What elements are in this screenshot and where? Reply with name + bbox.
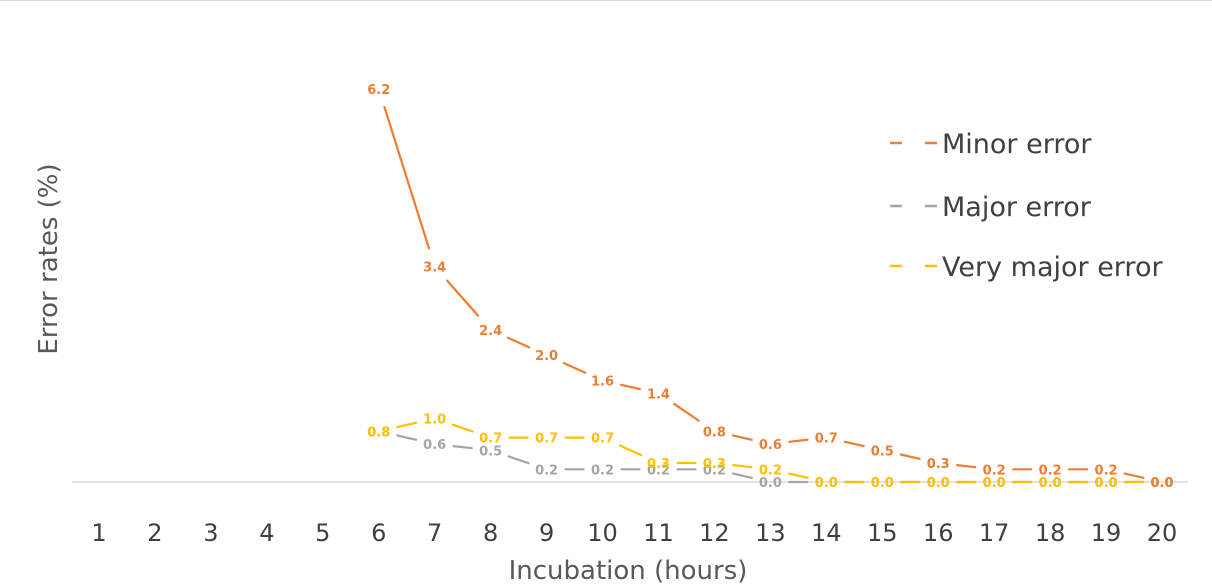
data-label: 0.6 bbox=[759, 438, 782, 453]
legend-label: Major error bbox=[942, 192, 1092, 223]
data-label: 0.2 bbox=[647, 463, 670, 478]
legend: Minor error Major error Very major error bbox=[890, 129, 1163, 283]
data-label: 0.3 bbox=[703, 457, 726, 472]
data-label: 0.0 bbox=[815, 476, 838, 491]
x-tick-label: 14 bbox=[811, 519, 842, 547]
series-segment bbox=[506, 336, 531, 349]
data-labels: 0.80.6 0.50.2 0.2 0.2 0.20.0 0.0 0.0 0.0 0.0 0.0 0… bbox=[367, 83, 1173, 491]
series-segment bbox=[899, 453, 921, 460]
x-tick-label: 13 bbox=[755, 519, 786, 547]
data-label: 0.2 bbox=[759, 463, 782, 478]
legend-label: Minor error bbox=[942, 129, 1092, 160]
x-tick-label: 11 bbox=[643, 519, 674, 547]
series-segment bbox=[562, 361, 587, 374]
series-segment bbox=[507, 455, 530, 465]
data-label: 0.2 bbox=[535, 463, 558, 478]
data-label: 0.0 bbox=[1095, 476, 1118, 491]
data-label: 0.5 bbox=[871, 444, 894, 459]
data-label: 0.2 bbox=[1095, 463, 1118, 478]
data-label: 0.2 bbox=[703, 463, 726, 478]
data-label: 0.0 bbox=[983, 476, 1006, 491]
series-segment bbox=[396, 434, 418, 441]
data-label: 0.0 bbox=[1095, 476, 1118, 491]
x-tick-label: 12 bbox=[699, 519, 730, 547]
data-label: 0.0 bbox=[983, 476, 1006, 491]
data-label: 0.2 bbox=[1039, 463, 1062, 478]
series-segment bbox=[731, 472, 753, 479]
data-label: 0.0 bbox=[927, 476, 950, 491]
series-segment bbox=[446, 279, 480, 317]
data-label: 0.8 bbox=[703, 425, 726, 440]
series-lines bbox=[383, 106, 1145, 484]
series-segment bbox=[732, 464, 753, 469]
x-tick-label: 1 bbox=[91, 519, 106, 547]
x-tick-label: 5 bbox=[315, 519, 330, 547]
data-label: 0.0 bbox=[1150, 476, 1173, 491]
x-tick-label: 16 bbox=[923, 519, 954, 547]
x-tick-label: 2 bbox=[147, 519, 162, 547]
x-tick-label: 15 bbox=[867, 519, 898, 547]
series-segment bbox=[396, 421, 418, 429]
data-label: 0.0 bbox=[1150, 476, 1173, 491]
data-label: 0.6 bbox=[423, 438, 446, 453]
x-tick-label: 3 bbox=[203, 519, 218, 547]
series-segment bbox=[452, 445, 473, 450]
data-label: 0.3 bbox=[647, 457, 670, 472]
data-label: 1.0 bbox=[423, 413, 446, 428]
series-segment bbox=[618, 444, 643, 457]
data-label: 0.0 bbox=[1039, 476, 1062, 491]
series-segment bbox=[843, 440, 865, 448]
data-label: 0.2 bbox=[591, 463, 614, 478]
data-label: 2.4 bbox=[479, 324, 502, 339]
series-segment bbox=[788, 438, 809, 443]
data-label: 0.0 bbox=[871, 476, 894, 491]
series-segment bbox=[673, 402, 700, 422]
data-label: 0.3 bbox=[927, 457, 950, 472]
x-tick-label: 4 bbox=[259, 519, 274, 547]
x-tick-label: 20 bbox=[1147, 519, 1178, 547]
data-label: 0.0 bbox=[871, 476, 894, 491]
x-tick-label: 9 bbox=[539, 519, 554, 547]
data-label: 0.0 bbox=[1150, 476, 1173, 491]
data-label: 0.0 bbox=[1039, 476, 1062, 491]
data-label: 0.7 bbox=[591, 432, 614, 447]
x-tick-label: 7 bbox=[427, 519, 442, 547]
series-segment bbox=[731, 434, 753, 441]
x-tick-label: 10 bbox=[587, 519, 618, 547]
y-axis-title: Error rates (%) bbox=[34, 163, 64, 354]
x-tick-label: 6 bbox=[371, 519, 386, 547]
data-label: 3.4 bbox=[423, 260, 446, 275]
x-tick-label: 18 bbox=[1035, 519, 1066, 547]
data-label: 0.8 bbox=[367, 425, 390, 440]
data-label: 0.7 bbox=[815, 432, 838, 447]
data-label: 0.7 bbox=[535, 432, 558, 447]
data-label: 0.0 bbox=[927, 476, 950, 491]
data-label: 1.4 bbox=[647, 387, 670, 402]
legend-label: Very major error bbox=[942, 252, 1163, 283]
data-label: 0.2 bbox=[983, 463, 1006, 478]
x-axis-title: Incubation (hours) bbox=[509, 556, 748, 586]
series-segment bbox=[619, 383, 642, 391]
x-tick-label: 17 bbox=[979, 519, 1010, 547]
series-segment bbox=[1123, 472, 1145, 479]
series-segment bbox=[451, 423, 474, 433]
series-segment bbox=[787, 472, 809, 479]
data-label: 1.6 bbox=[591, 375, 614, 390]
x-tick-label: 8 bbox=[483, 519, 498, 547]
data-label: 0.7 bbox=[479, 432, 502, 447]
series-segment bbox=[955, 464, 977, 469]
x-tick-labels: 1 2 3 4 5 6 7 8 9 10 11 12 13 14 15 16 17 18 19 20 bbox=[91, 519, 1177, 547]
x-tick-label: 19 bbox=[1091, 519, 1122, 547]
data-label: 0.8 bbox=[367, 425, 390, 440]
data-label: 0.0 bbox=[815, 476, 838, 491]
data-label: 0.0 bbox=[759, 476, 782, 491]
data-label: 6.2 bbox=[367, 83, 390, 98]
data-label: 2.0 bbox=[535, 349, 558, 364]
data-label: 0.5 bbox=[479, 444, 502, 459]
series-segment bbox=[383, 106, 431, 250]
